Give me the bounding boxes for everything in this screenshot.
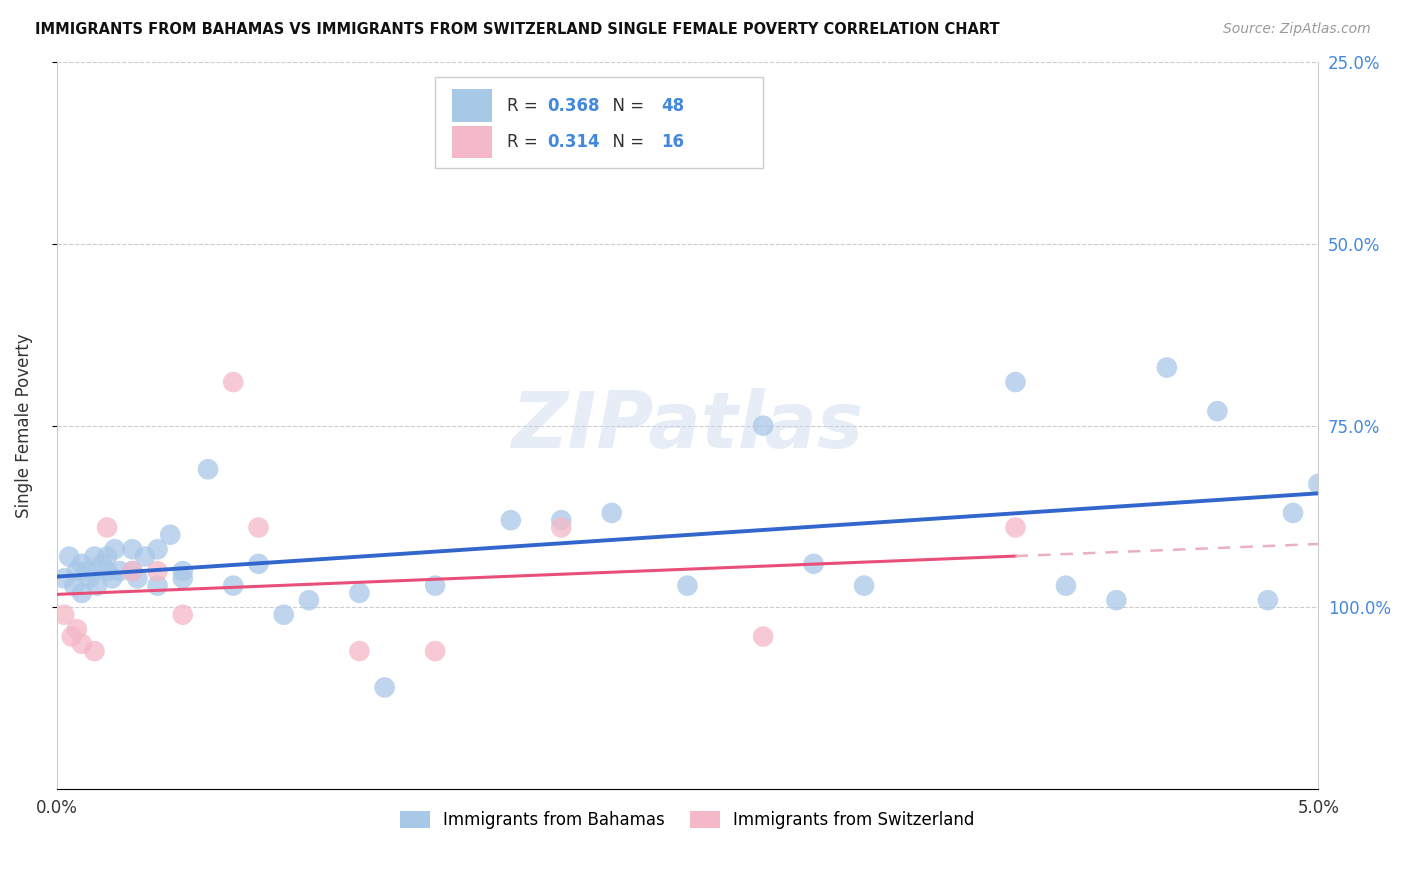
Point [1282, 506, 1305, 520]
Point [146, 579, 169, 593]
Point [1308, 476, 1330, 491]
Text: N =: N = [602, 96, 650, 115]
Point [79, 571, 101, 585]
Text: IMMIGRANTS FROM BAHAMAS VS IMMIGRANTS FROM SWITZERLAND SINGLE FEMALE POVERTY COR: IMMIGRANTS FROM BAHAMAS VS IMMIGRANTS FR… [35, 22, 1000, 37]
Point [66, 564, 89, 578]
Point [1257, 593, 1279, 607]
Point [83, 644, 105, 658]
Point [600, 506, 623, 520]
Point [752, 418, 775, 433]
Text: R =: R = [508, 133, 543, 151]
Point [58, 549, 80, 564]
Point [423, 644, 446, 658]
Point [108, 564, 131, 578]
Point [101, 571, 124, 585]
Point [53, 571, 76, 585]
Point [349, 644, 371, 658]
FancyBboxPatch shape [451, 89, 492, 122]
Point [349, 586, 371, 600]
Point [134, 549, 156, 564]
Point [676, 579, 699, 593]
Point [76, 564, 98, 578]
Point [298, 593, 321, 607]
Point [70, 557, 93, 571]
Point [550, 520, 572, 534]
Point [83, 549, 105, 564]
Text: ZIPatlas: ZIPatlas [512, 388, 863, 464]
Point [172, 607, 194, 622]
Point [550, 513, 572, 527]
Text: 0.314: 0.314 [547, 133, 600, 151]
Point [1004, 375, 1026, 389]
Text: 48: 48 [661, 96, 685, 115]
Point [222, 375, 245, 389]
Point [86, 579, 108, 593]
FancyBboxPatch shape [434, 77, 763, 168]
Legend: Immigrants from Bahamas, Immigrants from Switzerland: Immigrants from Bahamas, Immigrants from… [394, 804, 981, 836]
FancyBboxPatch shape [451, 126, 492, 159]
Point [70, 586, 93, 600]
Point [1004, 520, 1026, 534]
Point [127, 571, 149, 585]
Text: Source: ZipAtlas.com: Source: ZipAtlas.com [1223, 22, 1371, 37]
Point [70, 637, 93, 651]
Point [247, 557, 270, 571]
Point [499, 513, 522, 527]
Point [1156, 360, 1178, 375]
Point [96, 549, 118, 564]
Point [752, 630, 775, 644]
Point [247, 520, 270, 534]
Y-axis label: Single Female Poverty: Single Female Poverty [15, 334, 32, 518]
Point [1054, 579, 1077, 593]
Point [197, 462, 219, 476]
Point [66, 622, 89, 636]
Point [374, 681, 396, 695]
Point [146, 542, 169, 557]
Text: R =: R = [508, 96, 543, 115]
Point [853, 579, 876, 593]
Point [91, 557, 114, 571]
Point [273, 607, 295, 622]
Point [96, 520, 118, 534]
Point [172, 564, 194, 578]
Point [423, 579, 446, 593]
Point [159, 527, 181, 541]
Point [172, 571, 194, 585]
Point [96, 564, 118, 578]
Point [121, 564, 143, 578]
Point [60, 630, 83, 644]
Text: 0.368: 0.368 [547, 96, 600, 115]
Point [1206, 404, 1229, 418]
Point [121, 542, 143, 557]
Point [53, 607, 76, 622]
Point [63, 579, 86, 593]
Point [121, 564, 143, 578]
Point [1105, 593, 1128, 607]
Point [222, 579, 245, 593]
Point [803, 557, 825, 571]
Text: 16: 16 [661, 133, 683, 151]
Text: N =: N = [602, 133, 650, 151]
Point [146, 564, 169, 578]
Point [104, 542, 127, 557]
